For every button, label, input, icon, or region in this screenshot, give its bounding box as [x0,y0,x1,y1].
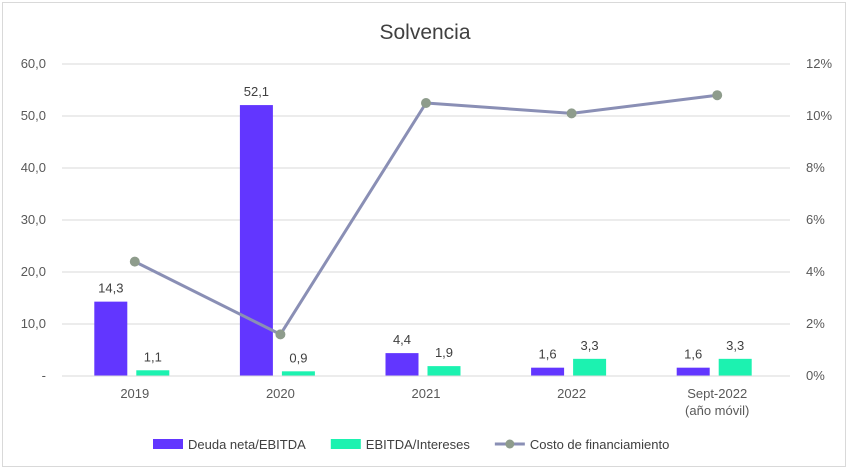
bars [94,105,752,376]
x-tick-label: Sept-2022 [687,386,747,401]
bar [573,358,607,376]
bar [427,366,461,376]
bar-data-label: 3,3 [581,338,599,353]
y-right-tick-label: 2% [806,316,825,331]
data-labels: 14,3 52,1 4,4 1,6 1,6 1,1 0,9 1,9 3,3 3,3 [98,84,744,365]
x-axis: 2019 2020 2021 2022 Sept-2022 (año móvil) [62,375,790,418]
bar-data-label: 1,1 [144,349,162,364]
bar-data-label: 4,4 [393,332,411,347]
y-left-tick-label: 20,0 [21,264,46,279]
bar [531,367,565,376]
bar-data-label: 3,3 [726,338,744,353]
y-right-tick-label: 12% [806,56,832,71]
line-point [275,329,286,340]
y-right-tick-label: 6% [806,212,825,227]
bar [718,358,752,376]
line-point [421,98,431,108]
legend: Deuda neta/EBITDA EBITDA/Intereses Costo d… [153,437,669,452]
y-left-tick-label: 60,0 [21,56,46,71]
x-tick-label: 2020 [266,386,295,401]
legend-label: EBITDA/Intereses [366,437,471,452]
bar-data-label: 0,9 [289,350,307,365]
y-left-tick-label: 10,0 [21,316,46,331]
bar [676,367,710,376]
bar [385,353,419,376]
y-left-tick-label: 50,0 [21,108,46,123]
y-axis-left: - 10,0 20,0 30,0 40,0 50,0 60,0 [21,56,46,383]
y-left-tick-label: 40,0 [21,160,46,175]
x-tick-label: 2021 [412,386,441,401]
chart-title: Solvencia [379,21,470,44]
line-point [129,256,140,267]
bar-data-label: 1,6 [684,347,702,362]
bar-data-label: 14,3 [98,281,123,296]
y-axis-right: 0% 2% 4% 6% 8% 10% 12% [806,56,832,383]
x-tick-label: 2019 [120,386,149,401]
x-tick-label: 2022 [557,386,586,401]
bar [281,371,315,376]
y-right-tick-label: 10% [806,108,832,123]
bar [94,301,128,376]
bar [136,370,170,376]
line-path [134,93,718,336]
line-series [129,90,723,340]
legend-label: Deuda neta/EBITDA [188,437,306,452]
legend-swatch [330,439,361,449]
gridlines [62,63,790,377]
bar-data-label: 52,1 [244,84,269,99]
y-left-tick-label: 30,0 [21,212,46,227]
legend-label: Costo de financiamiento [530,437,669,452]
y-left-tick-label: - [42,368,46,383]
bar-data-label: 1,6 [539,347,557,362]
line-point [566,108,577,119]
bar-data-label: 1,9 [435,345,453,360]
y-right-tick-label: 4% [806,264,825,279]
legend-marker [505,439,515,449]
y-right-tick-label: 8% [806,160,825,175]
legend-swatch [153,439,183,449]
x-tick-label: (año móvil) [685,403,749,418]
bar [239,105,273,376]
line-point [712,90,723,101]
y-right-tick-label: 0% [806,368,825,383]
